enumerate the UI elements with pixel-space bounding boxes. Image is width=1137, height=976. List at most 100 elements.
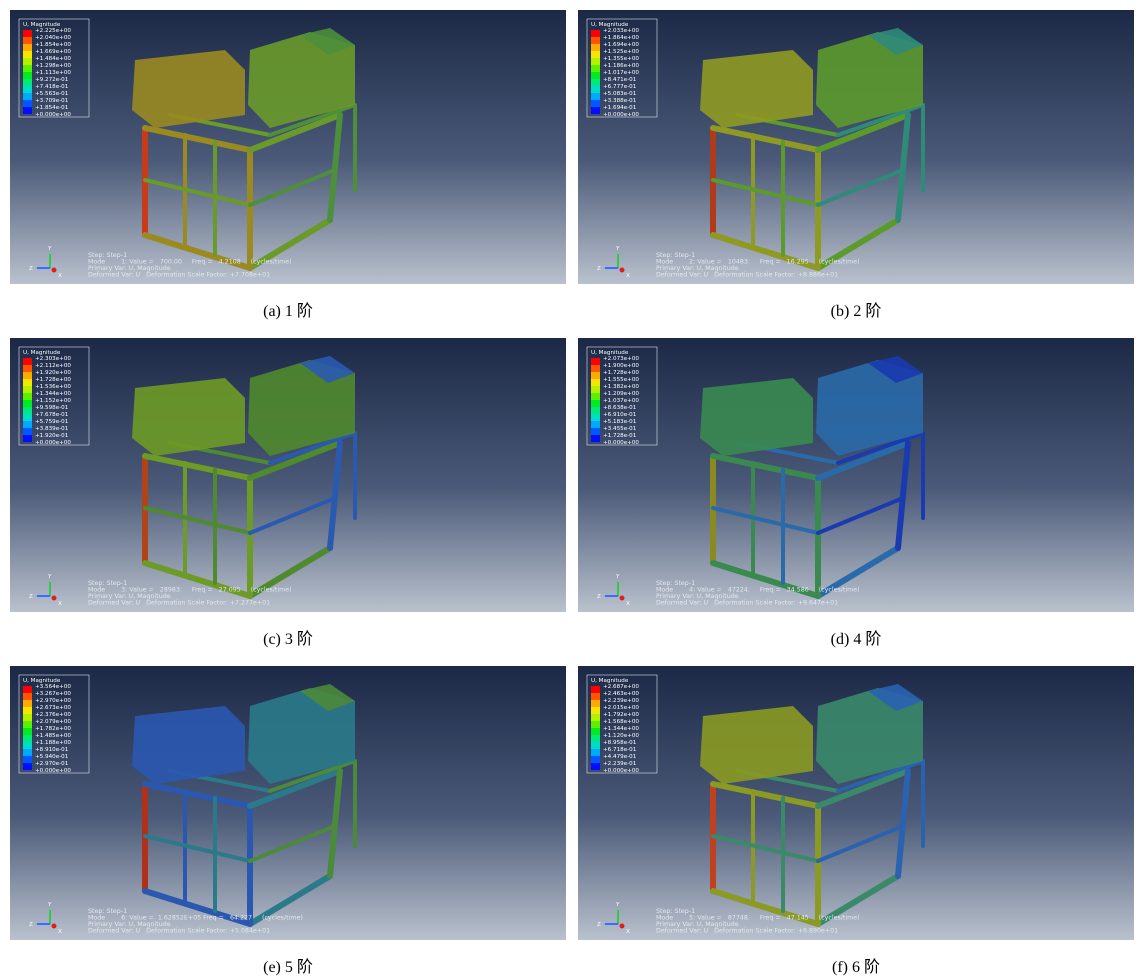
legend-value: +2.376e+00 xyxy=(35,712,71,718)
legend-value: +1.854e+00 xyxy=(35,42,71,48)
legend-band xyxy=(23,707,32,714)
legend-value: +2.033e+00 xyxy=(603,28,639,34)
legend-value: +3.839e-01 xyxy=(35,426,69,432)
legend-band xyxy=(23,44,32,51)
legend-band xyxy=(23,65,32,72)
legend-value: +8.638e-01 xyxy=(603,405,637,411)
legend-value: +1.209e+00 xyxy=(603,391,639,397)
triad-origin xyxy=(620,596,625,601)
step-info: Deformed Var: U Deformation Scale Factor… xyxy=(656,272,838,279)
legend-value: +2.112e+00 xyxy=(35,363,71,369)
legend-band xyxy=(23,756,32,763)
triad-label: Z xyxy=(597,594,601,600)
legend-value: +5.940e-01 xyxy=(35,754,69,760)
legend-band xyxy=(23,358,32,365)
legend-band xyxy=(23,37,32,44)
legend-band xyxy=(23,386,32,393)
legend-band xyxy=(591,700,600,707)
legend-value: +0.000e+00 xyxy=(603,112,639,118)
legend-value: +1.728e+00 xyxy=(35,377,71,383)
legend-band xyxy=(591,735,600,742)
legend-band xyxy=(23,407,32,414)
legend-value: +2.015e+00 xyxy=(603,705,639,711)
triad-label: Y xyxy=(615,246,620,252)
machine-block xyxy=(132,50,245,128)
legend-band xyxy=(591,44,600,51)
legend-value: +1.920e+00 xyxy=(35,370,71,376)
legend-band xyxy=(23,30,32,37)
legend-band xyxy=(23,763,32,770)
legend-band xyxy=(591,742,600,749)
triad-label: X xyxy=(58,273,62,279)
legend-band xyxy=(23,393,32,400)
legend-band xyxy=(23,400,32,407)
machine-block xyxy=(132,378,245,456)
step-info: Deformed Var: U Deformation Scale Factor… xyxy=(88,272,270,279)
legend-value: +2.239e+00 xyxy=(603,698,639,704)
legend-band xyxy=(23,72,32,79)
legend-value: +3.455e-01 xyxy=(603,426,637,432)
legend-value: +1.344e+00 xyxy=(35,391,71,397)
legend-band xyxy=(591,393,600,400)
triad-label: Y xyxy=(47,574,52,580)
triad-label: Z xyxy=(597,266,601,272)
legend-band xyxy=(23,749,32,756)
legend-band xyxy=(23,721,32,728)
legend-value: +9.272e-01 xyxy=(35,77,69,83)
legend-value: +1.355e+00 xyxy=(603,56,639,62)
panel: U, Magnitude+2.303e+00+2.112e+00+1.920e+… xyxy=(10,338,566,612)
legend-band xyxy=(591,414,600,421)
legend-value: +1.017e+00 xyxy=(603,70,639,76)
legend-band xyxy=(591,428,600,435)
legend-value: +8.958e-01 xyxy=(603,740,637,746)
legend-band xyxy=(591,107,600,114)
legend-band xyxy=(591,58,600,65)
triad-label: X xyxy=(626,929,630,935)
legend-band xyxy=(591,386,600,393)
legend-band xyxy=(23,100,32,107)
legend-value: +1.536e+00 xyxy=(35,384,71,390)
legend-value: +1.120e+00 xyxy=(603,733,639,739)
legend-value: +3.564e+00 xyxy=(35,684,71,690)
figure: U, Magnitude+2.225e+00+2.040e+00+1.854e+… xyxy=(0,0,1137,976)
panel: U, Magnitude+2.073e+00+1.900e+00+1.728e+… xyxy=(578,338,1134,612)
legend-band xyxy=(23,742,32,749)
legend-band xyxy=(591,763,600,770)
legend-band xyxy=(23,428,32,435)
legend-value: +3.267e+00 xyxy=(35,691,71,697)
legend-band xyxy=(23,379,32,386)
legend-value: +1.186e+00 xyxy=(603,63,639,69)
legend-value: +1.864e+00 xyxy=(603,35,639,41)
legend-band xyxy=(591,407,600,414)
machine-block xyxy=(700,706,813,784)
legend-value: +1.037e+00 xyxy=(603,398,639,404)
legend-value: +2.040e+00 xyxy=(35,35,71,41)
legend-value: +0.000e+00 xyxy=(35,440,71,446)
triad-label: Y xyxy=(615,902,620,908)
legend-value: +1.920e-01 xyxy=(35,433,69,439)
legend-band xyxy=(591,421,600,428)
legend-band xyxy=(591,86,600,93)
step-info: Deformed Var: U Deformation Scale Factor… xyxy=(656,928,838,935)
legend-value: +3.388e-01 xyxy=(603,98,637,104)
triad-origin xyxy=(620,268,625,273)
legend-value: +2.079e+00 xyxy=(35,719,71,725)
triad-label: Y xyxy=(615,574,620,580)
legend-band xyxy=(591,721,600,728)
legend-band xyxy=(591,728,600,735)
legend-band xyxy=(591,707,600,714)
legend-value: +7.678e-01 xyxy=(35,412,69,418)
legend-value: +1.485e+00 xyxy=(35,733,71,739)
legend-value: +2.073e+00 xyxy=(603,356,639,362)
triad-label: Z xyxy=(29,266,33,272)
legend-value: +1.792e+00 xyxy=(603,712,639,718)
legend-band xyxy=(23,686,32,693)
caption: (e) 5 阶 xyxy=(263,958,313,976)
legend-band xyxy=(23,93,32,100)
legend-band xyxy=(23,735,32,742)
legend-value: +1.525e+00 xyxy=(603,49,639,55)
legend-value: +1.694e-01 xyxy=(603,105,637,111)
step-info: Deformed Var: U Deformation Scale Factor… xyxy=(88,928,270,935)
legend-value: +1.694e+00 xyxy=(603,42,639,48)
legend-value: +2.687e+00 xyxy=(603,684,639,690)
